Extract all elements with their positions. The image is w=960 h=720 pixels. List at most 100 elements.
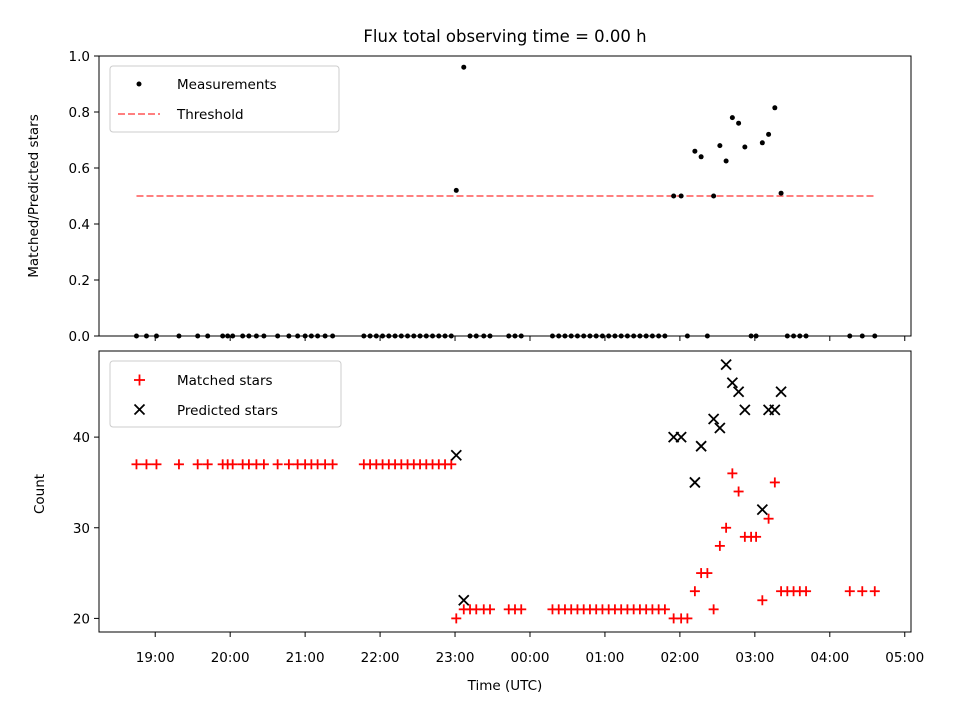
matched-star-point: [227, 459, 238, 470]
legend-measurements-marker: [136, 81, 142, 87]
measurement-point: [711, 193, 717, 199]
predicted-star-point: [675, 431, 687, 443]
ratio-y-tick-label: 0.8: [69, 105, 90, 121]
measurement-point: [759, 140, 765, 146]
count-y-ticks: 20 30 40: [73, 430, 99, 627]
matched-star-point: [714, 540, 725, 551]
matched-star-point: [763, 513, 774, 524]
predicted-star-point: [756, 503, 768, 516]
measurement-point: [692, 148, 698, 154]
legend-matched-marker: [134, 374, 145, 386]
ratio-y-axis-label: Matched/Predicted stars: [26, 114, 42, 277]
matched-star-point: [327, 459, 338, 470]
matched-star-point: [702, 568, 713, 579]
count-y-axis-label: Count: [32, 474, 48, 514]
count-y-tick-label: 30: [73, 521, 90, 537]
predicted-star-point: [775, 386, 787, 398]
ratio-y-tick-label: 0.4: [69, 217, 90, 233]
predicted-star-point: [450, 449, 462, 461]
matched-star-point: [151, 459, 162, 470]
predicted-star-point: [739, 404, 751, 416]
legend-threshold-label: Threshold: [176, 107, 244, 123]
matched-star-point: [769, 477, 780, 488]
measurement-point: [772, 105, 778, 111]
count-x-tick-label: 19:00: [136, 650, 175, 666]
count-x-ticks: 19:00 20:00 21:00 22:00 23:00 00:00 01:00 02:00…: [136, 632, 924, 666]
matched-star-point: [708, 604, 719, 615]
predicted-star-point: [720, 358, 732, 371]
matched-star-point: [272, 459, 283, 470]
measurement-point: [729, 115, 735, 121]
count-x-tick-label: 23:00: [436, 650, 475, 666]
predicted-star-point: [769, 404, 781, 416]
matched-star-point: [485, 604, 496, 615]
matched-star-point: [757, 595, 768, 606]
predicted-star-point: [695, 440, 707, 452]
count-x-tick-label: 21:00: [286, 650, 325, 666]
measurement-point: [453, 187, 459, 193]
ratio-plot-frame: [98, 55, 912, 337]
matched-star-point: [451, 613, 462, 624]
measurement-point: [678, 193, 684, 199]
count-x-tick-label: 02:00: [660, 650, 699, 666]
matched-star-point: [857, 586, 868, 597]
matched-star-point: [141, 459, 152, 470]
ratio-legend: Measurements Threshold: [109, 65, 340, 133]
ratio-plot-marks: [133, 64, 878, 339]
matched-star-point: [659, 604, 670, 615]
predicted-star-point: [458, 594, 470, 606]
matched-star-point: [446, 459, 457, 470]
count-x-tick-label: 01:00: [585, 650, 624, 666]
matched-star-point: [192, 459, 203, 470]
ratio-y-tick-label: 1.0: [69, 49, 90, 65]
measurement-point: [717, 143, 723, 149]
ratio-y-tick-label: 0.2: [69, 273, 90, 289]
measurement-point: [736, 120, 742, 126]
legend-predicted-marker: [133, 403, 146, 416]
count-y-tick-label: 40: [73, 430, 90, 446]
measurement-point: [742, 144, 748, 150]
ratio-panel: Flux total observing time = 0.00 h 0.00.…: [26, 27, 912, 345]
measurement-point: [461, 64, 467, 70]
predicted-star-point: [689, 476, 701, 489]
ratio-x-ticks: [154, 336, 906, 341]
count-x-tick-label: 05:00: [885, 650, 924, 666]
measurement-point: [723, 158, 729, 164]
matched-star-point: [869, 586, 880, 597]
matched-star-point: [721, 522, 732, 533]
matched-star-point: [131, 459, 142, 470]
predicted-star-point: [714, 422, 726, 434]
legend-measurements-label: Measurements: [177, 77, 277, 93]
count-panel: 20 30 40 19:00 20:00 21:00 22:00 23:00 00:00 01:…: [32, 350, 924, 694]
count-x-tick-label: 00:00: [511, 650, 550, 666]
count-x-tick-label: 20:00: [211, 650, 250, 666]
legend-predicted-label: Predicted stars: [177, 403, 278, 419]
count-x-tick-label: 04:00: [810, 650, 849, 666]
matched-star-point: [733, 486, 744, 497]
count-y-tick-label: 20: [73, 611, 90, 627]
matched-star-point: [682, 613, 693, 624]
count-legend-box: [109, 360, 342, 428]
matched-star-point: [516, 604, 527, 615]
matched-star-point: [173, 459, 184, 470]
matched-star-point: [283, 459, 294, 470]
predicted-star-point: [732, 386, 745, 398]
matched-star-point: [202, 459, 213, 470]
count-x-tick-label: 03:00: [735, 650, 774, 666]
matched-star-point: [689, 586, 700, 597]
legend-matched-label: Matched stars: [177, 373, 273, 389]
ratio-legend-box: [109, 65, 340, 133]
predicted-star-point: [707, 413, 720, 425]
ratio-y-tick-label: 0.6: [69, 161, 90, 177]
matched-star-point: [844, 586, 855, 597]
matched-star-point: [751, 531, 762, 542]
count-legend: Matched stars Predicted stars: [109, 360, 342, 428]
measurement-point: [778, 190, 784, 196]
measurement-point: [671, 193, 677, 199]
predicted-star-point: [726, 377, 738, 389]
ratio-y-ticks: 0.0 0.2 0.4 0.6 0.8 1.0: [69, 49, 99, 345]
ratio-panel-title: Flux total observing time = 0.00 h: [363, 27, 646, 46]
measurement-point: [766, 131, 772, 137]
matched-star-point: [727, 468, 738, 479]
